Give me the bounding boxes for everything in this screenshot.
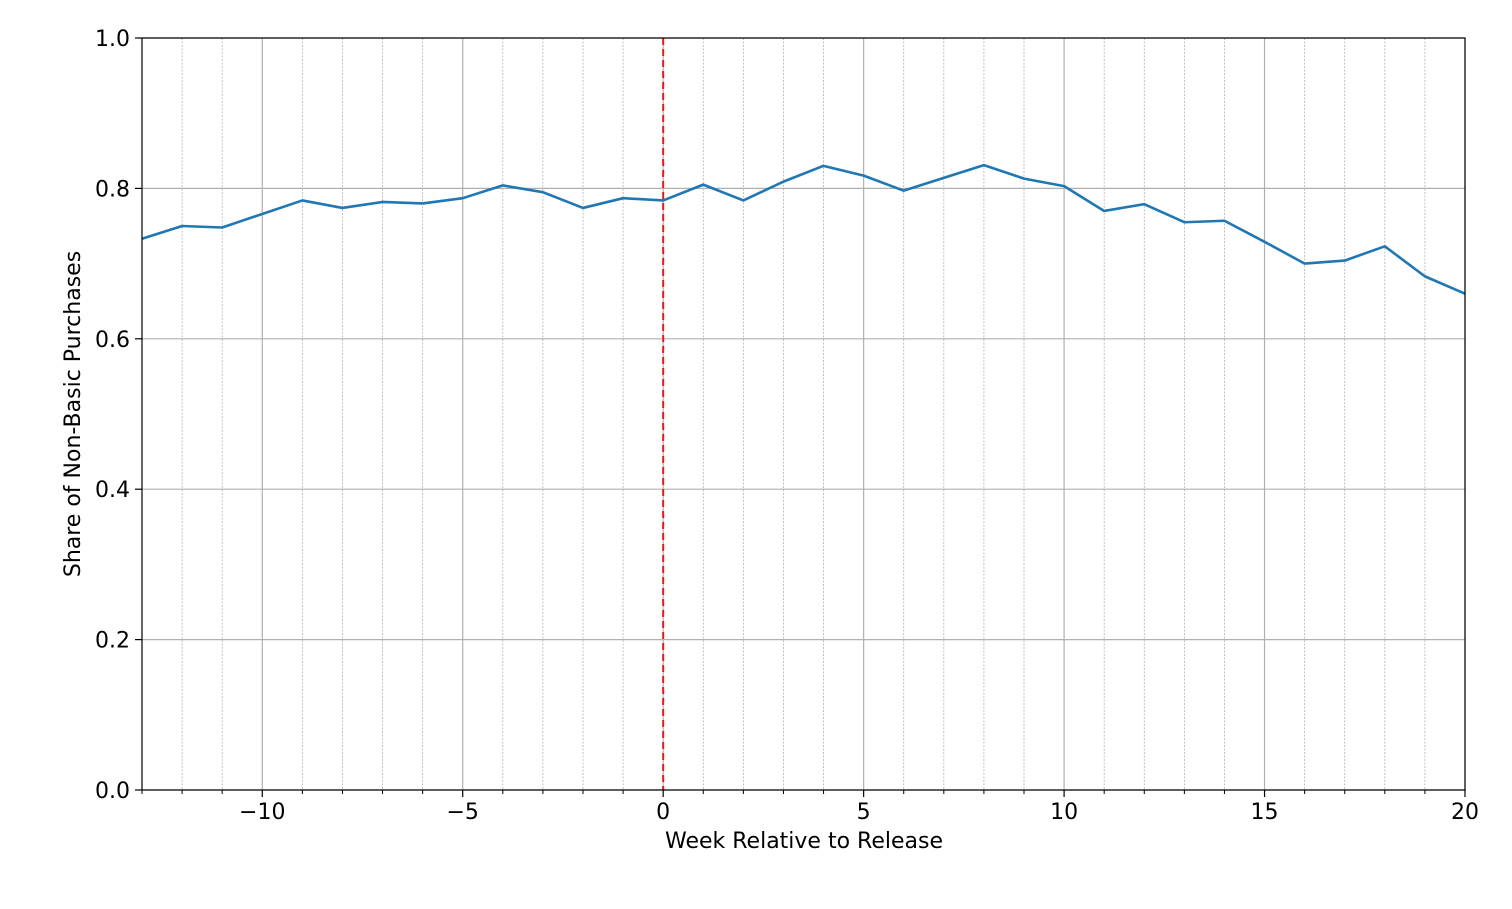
major-gridlines	[142, 37, 1466, 791]
y-tick-label: 0.6	[95, 328, 130, 353]
x-tick-label: 20	[1451, 800, 1479, 825]
x-tick-label: 10	[1050, 800, 1078, 825]
y-tick-label: 1.0	[95, 27, 130, 52]
minor-gridlines	[141, 38, 1426, 790]
y-tick-label: 0.0	[95, 779, 130, 804]
axes-frame	[141, 37, 1466, 791]
x-axis-label: Week Relative to Release	[665, 829, 943, 854]
y-axis-ticks: 0.0 0.2 0.4 0.6 0.8 1.0	[95, 27, 142, 804]
y-axis-label: Share of Non-Basic Purchases	[61, 251, 86, 577]
plot-frame	[141, 37, 1466, 791]
y-tick-label: 0.8	[95, 177, 130, 202]
x-tick-label: −10	[239, 800, 285, 825]
series-group	[141, 163, 1466, 295]
x-tick-label: 5	[857, 800, 871, 825]
x-tick-label: 0	[656, 800, 670, 825]
series-line	[141, 163, 1466, 295]
x-axis-ticks: −10 −5 0 5 10 15 20	[141, 790, 1479, 825]
x-tick-label: 15	[1251, 800, 1279, 825]
y-tick-label: 0.4	[95, 478, 130, 503]
x-tick-label: −5	[447, 800, 479, 825]
y-tick-label: 0.2	[95, 629, 130, 654]
